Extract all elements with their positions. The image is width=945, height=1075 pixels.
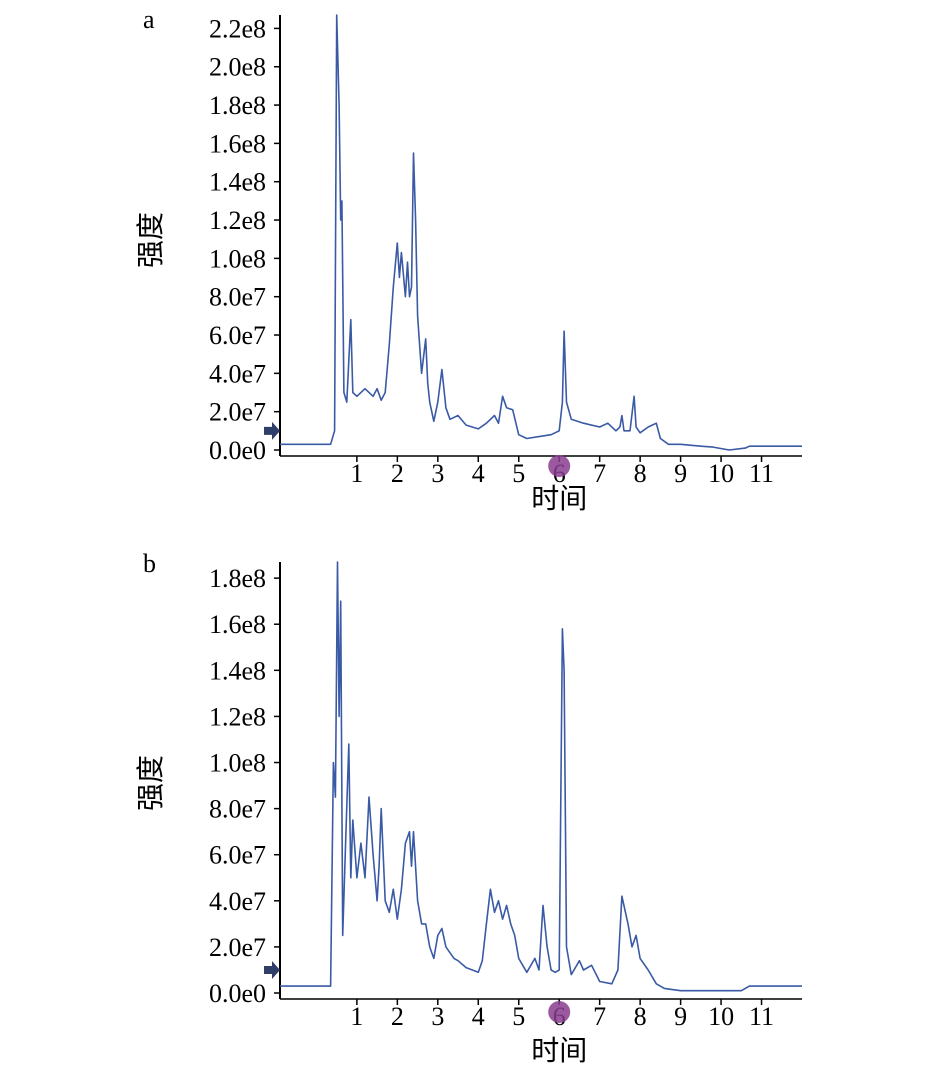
y-tick-label: 1.8e8 [209, 564, 266, 593]
time-marker-icon [548, 1001, 571, 1023]
y-axis-label: 强度 [135, 755, 167, 811]
time-marker-icon [548, 455, 571, 477]
y-tick-label: 1.6e8 [209, 129, 266, 158]
x-tick-label: 7 [593, 1002, 606, 1031]
y-tick-label: 8.0e7 [209, 283, 266, 312]
x-tick-label: 4 [472, 459, 485, 488]
x-tick-label: 8 [634, 459, 647, 488]
y-tick-label: 0.0e0 [209, 979, 266, 1008]
x-axis-label: 时间 [531, 483, 587, 515]
y-tick-label: 1.2e8 [209, 702, 266, 731]
x-axis-label: 时间 [531, 1035, 587, 1067]
y-tick-label: 1.4e8 [209, 168, 266, 197]
y-tick-label: 1.0e8 [209, 244, 266, 273]
y-tick-label: 6.0e7 [209, 841, 266, 870]
baseline-arrow-icon [264, 960, 280, 979]
x-tick-label: 10 [708, 1002, 734, 1031]
baseline-arrow-icon [264, 421, 280, 440]
y-tick-label: 1.0e8 [209, 749, 266, 778]
y-tick-label: 2.2e8 [209, 14, 266, 43]
x-tick-label: 4 [472, 1002, 485, 1031]
y-tick-label: 4.0e7 [209, 359, 266, 388]
x-tick-label: 3 [431, 1002, 444, 1031]
y-axis-label: 强度 [135, 212, 167, 268]
y-tick-label: 2.0e7 [209, 398, 266, 427]
x-tick-label: 10 [708, 459, 734, 488]
x-tick-label: 3 [431, 459, 444, 488]
y-tick-label: 8.0e7 [209, 795, 266, 824]
x-tick-label: 8 [634, 1002, 647, 1031]
x-tick-label: 9 [674, 1002, 687, 1031]
series-line-b-0 [280, 561, 802, 992]
x-tick-label: 9 [674, 459, 687, 488]
panel-label: b [143, 549, 156, 578]
x-tick-label: 2 [391, 459, 404, 488]
x-tick-label: 1 [350, 459, 363, 488]
y-tick-label: 4.0e7 [209, 887, 266, 916]
y-tick-label: 0.0e0 [209, 436, 266, 465]
y-tick-label: 1.2e8 [209, 206, 266, 235]
x-tick-label: 11 [749, 1002, 774, 1031]
y-tick-label: 2.0e7 [209, 933, 266, 962]
panel-label: a [143, 5, 155, 34]
x-tick-label: 5 [512, 459, 525, 488]
chart-panel-b: b 0.0e0 2.0e7 4.0e7 6.0e7 8.0e7 1.0e8 1.2e8 1.4e… [135, 549, 802, 1067]
series-line-a-0 [280, 14, 802, 451]
y-tick-label: 6.0e7 [209, 321, 266, 350]
y-tick-label: 1.8e8 [209, 91, 266, 120]
y-tick-label: 2.0e8 [209, 53, 266, 82]
y-tick-label: 1.4e8 [209, 656, 266, 685]
x-tick-label: 11 [749, 459, 774, 488]
y-tick-label: 1.6e8 [209, 610, 266, 639]
x-tick-label: 1 [350, 1002, 363, 1031]
x-tick-label: 7 [593, 459, 606, 488]
x-tick-label: 2 [391, 1002, 404, 1031]
chart-panel-a: a 0.0e0 2.0e7 4.0e7 6.0e7 8.0e7 1.0e8 1.2e8 1.4e… [135, 5, 802, 515]
x-tick-label: 5 [512, 1002, 525, 1031]
